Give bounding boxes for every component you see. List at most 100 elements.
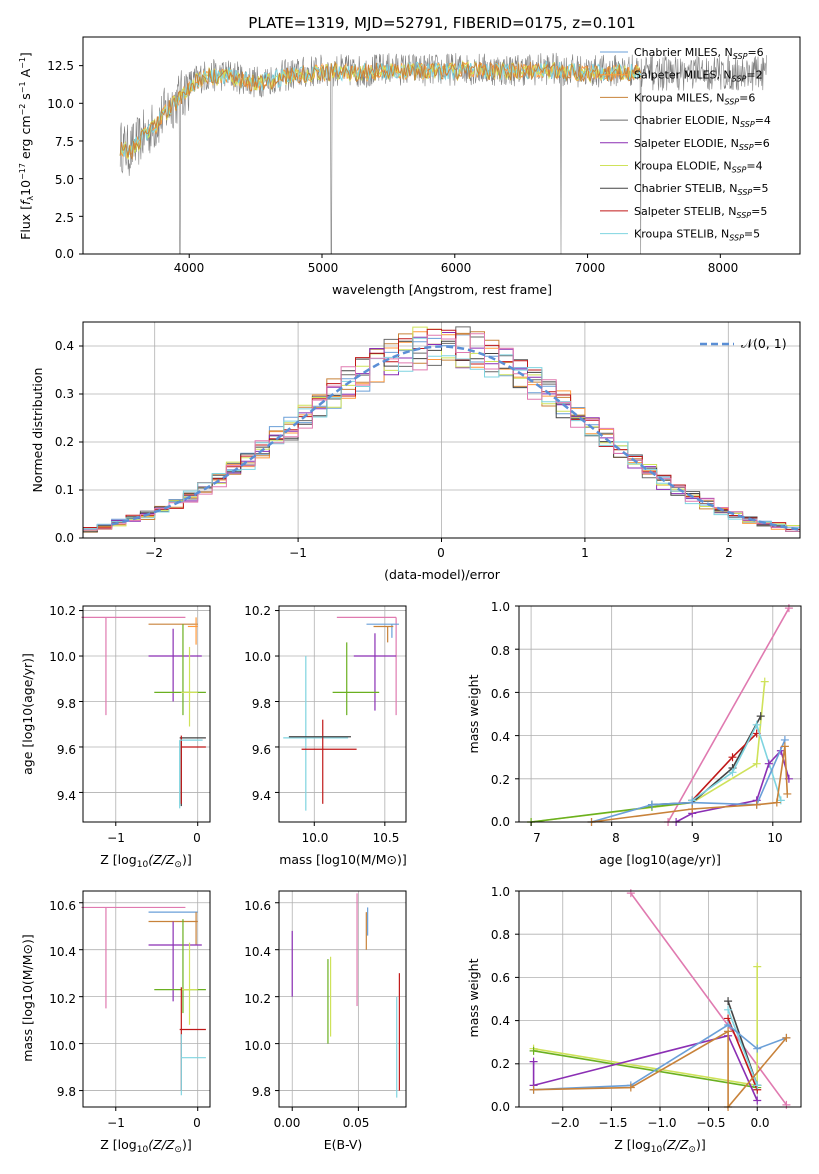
legend-entry-label: Kroupa STELIB, NSSP=5	[634, 228, 760, 243]
weight-point-marker	[728, 753, 737, 762]
mass-vs-ebv-plot-area	[275, 891, 406, 1111]
weight-series-line	[533, 1050, 758, 1089]
weight-age-ytick: 0.4	[491, 730, 510, 744]
weight-point-marker	[782, 1100, 791, 1109]
age-z-ytick: 10.0	[49, 650, 76, 664]
mass-z-ylabel: mass [log10(M/M⊙)]	[20, 934, 35, 1062]
legend-entry-label: Chabrier STELIB, NSSP=5	[634, 182, 768, 197]
residual-xlabel: (data-model)/error	[384, 567, 501, 582]
weight-vs-age-plot-area	[515, 604, 801, 826]
spectrum-xtick: 8000	[708, 261, 739, 275]
weight-point-marker	[529, 1057, 538, 1066]
spectrum-ticks: 4000 5000 6000 7000 8000 0.0 2.5 5.0 7.5…	[47, 59, 738, 275]
weight-point-marker	[626, 889, 635, 898]
residual-xtick: −2	[145, 546, 163, 560]
residual-xtick: −1	[289, 546, 307, 560]
weight-point-marker	[724, 1027, 733, 1036]
spectrum-ytick: 7.5	[55, 135, 74, 149]
weight-point-marker	[784, 604, 793, 613]
spectrum-ylabel: Flux [fλ10−17 erg cm−2 s−1 A−1]	[18, 52, 35, 240]
weight-point-marker	[647, 800, 656, 809]
age-vs-metallicity-plot-area	[79, 606, 210, 826]
age-z-ylabel: age [log10(age/yr)]	[20, 653, 35, 775]
model-spectrum-line	[119, 60, 642, 161]
residual-xtick: 2	[725, 546, 733, 560]
weight-z-xlabel: Z [log10(Z/Z⊙)]	[614, 1137, 705, 1155]
mass-z-ytick: 10.2	[49, 992, 76, 1006]
mass-z-xtick: 0	[193, 1116, 201, 1130]
spectrum-plot-area	[119, 52, 767, 255]
weight-point-marker	[752, 759, 761, 768]
weight-z-ytick: 1.0	[491, 885, 510, 899]
residual-plot-area	[79, 322, 801, 542]
age-z-ytick: 9.8	[57, 697, 76, 711]
spectrum-title: PLATE=1319, MJD=52791, FIBERID=0175, z=0…	[248, 14, 635, 32]
residual-panel: −2 −1 0 1 2 0.0 0.1 0.2 0.3 0.4 (data-mo…	[30, 321, 801, 582]
age-z-xtick: −1	[107, 831, 125, 845]
weight-age-ytick: 1.0	[491, 600, 510, 614]
model-spectrum-line	[119, 60, 642, 160]
spectrum-xtick: 4000	[174, 261, 205, 275]
age-mass-xtick: 10.0	[302, 831, 329, 845]
legend-entry-label: Kroupa ELODIE, NSSP=4	[634, 160, 763, 175]
mass-ebv-xtick: 0.00	[274, 1116, 301, 1130]
weight-point-marker	[728, 768, 737, 777]
age-mass-ytick: 9.4	[252, 789, 271, 803]
age-vs-metallicity-frame	[82, 605, 211, 823]
residual-histogram-step	[83, 337, 800, 530]
weight-vs-age-frame	[518, 605, 802, 823]
legend-entry-label: Chabrier ELODIE, NSSP=4	[634, 114, 771, 129]
mass-ebv-xlabel: E(B-V)	[324, 1137, 363, 1152]
weight-point-marker	[776, 796, 785, 805]
mass-z-ytick: 10.0	[49, 1039, 76, 1053]
residual-ytick: 0.0	[55, 531, 74, 545]
weight-age-ytick: 0.0	[491, 815, 510, 829]
weight-vs-age-panel: 7 8 9 10 0.0 0.2 0.4 0.6 0.8 1.0 age [lo…	[466, 600, 802, 867]
legend-entry-label: Salpeter MILES, NSSP=2	[634, 69, 763, 84]
mass-vs-metallicity-plot-area	[79, 891, 210, 1111]
legend-entry-label: Salpeter ELODIE, NSSP=6	[634, 137, 770, 152]
weight-point-marker	[753, 1096, 762, 1105]
residual-xtick: 1	[581, 546, 589, 560]
mass-z-ytick: 10.4	[49, 945, 76, 959]
weight-vs-metallicity-panel: −2.0 −1.5 −1.0 −0.5 0.0 0.0 0.2 0.4 0.6 …	[466, 885, 802, 1155]
weight-point-marker	[780, 742, 789, 751]
mass-z-ytick: 10.6	[49, 899, 76, 913]
weight-point-marker	[760, 677, 769, 686]
mass-ebv-xtick: 0.05	[343, 1116, 370, 1130]
weight-vs-metallicity-frame	[518, 890, 802, 1108]
spectrum-xtick: 5000	[308, 261, 339, 275]
residual-ytick: 0.2	[55, 435, 74, 449]
age-z-ytick: 9.6	[57, 743, 76, 757]
mass-z-ytick: 9.8	[57, 1085, 76, 1099]
age-vs-mass-panel: 10.0 10.5 9.4 9.6 9.8 10.0 10.2 mass [lo…	[244, 604, 407, 867]
legend-entry-label: Chabrier MILES, NSSP=6	[634, 46, 764, 61]
age-mass-ytick: 10.0	[244, 650, 271, 664]
weight-z-ylabel: mass weight	[466, 958, 481, 1037]
weight-series-line	[727, 1009, 758, 1086]
residual-axes-frame	[82, 321, 801, 539]
weight-z-xtick: −1.5	[598, 1116, 627, 1130]
weight-z-ytick: 0.0	[491, 1100, 510, 1114]
spectrum-panel: PLATE=1319, MJD=52791, FIBERID=0175, z=0…	[18, 14, 801, 297]
weight-z-ytick: 0.4	[491, 1014, 510, 1028]
age-mass-ytick: 10.2	[244, 604, 271, 618]
mass-ebv-ytick: 10.2	[244, 992, 271, 1006]
weight-age-ytick: 0.2	[491, 773, 510, 787]
weight-age-ylabel: mass weight	[466, 674, 481, 753]
model-spectrum-line	[119, 60, 642, 157]
weight-series-line	[533, 966, 758, 1087]
age-z-ytick: 9.4	[57, 789, 76, 803]
weight-point-marker	[529, 1085, 538, 1094]
weight-point-marker	[782, 1033, 791, 1042]
weight-z-xtick: −1.0	[647, 1116, 676, 1130]
residual-ylabel: Normed distribution	[30, 368, 45, 493]
age-vs-metallicity-panel: −1 0 9.4 9.6 9.8 10.0 10.2 Z [log10(Z/Z⊙…	[20, 604, 211, 870]
weight-series-line	[667, 607, 790, 823]
weight-point-marker	[529, 1046, 538, 1055]
weight-series-line	[591, 746, 789, 823]
weight-point-marker	[783, 789, 792, 798]
weight-z-ytick: 0.2	[491, 1057, 510, 1071]
weight-age-xtick: 10	[767, 831, 782, 845]
